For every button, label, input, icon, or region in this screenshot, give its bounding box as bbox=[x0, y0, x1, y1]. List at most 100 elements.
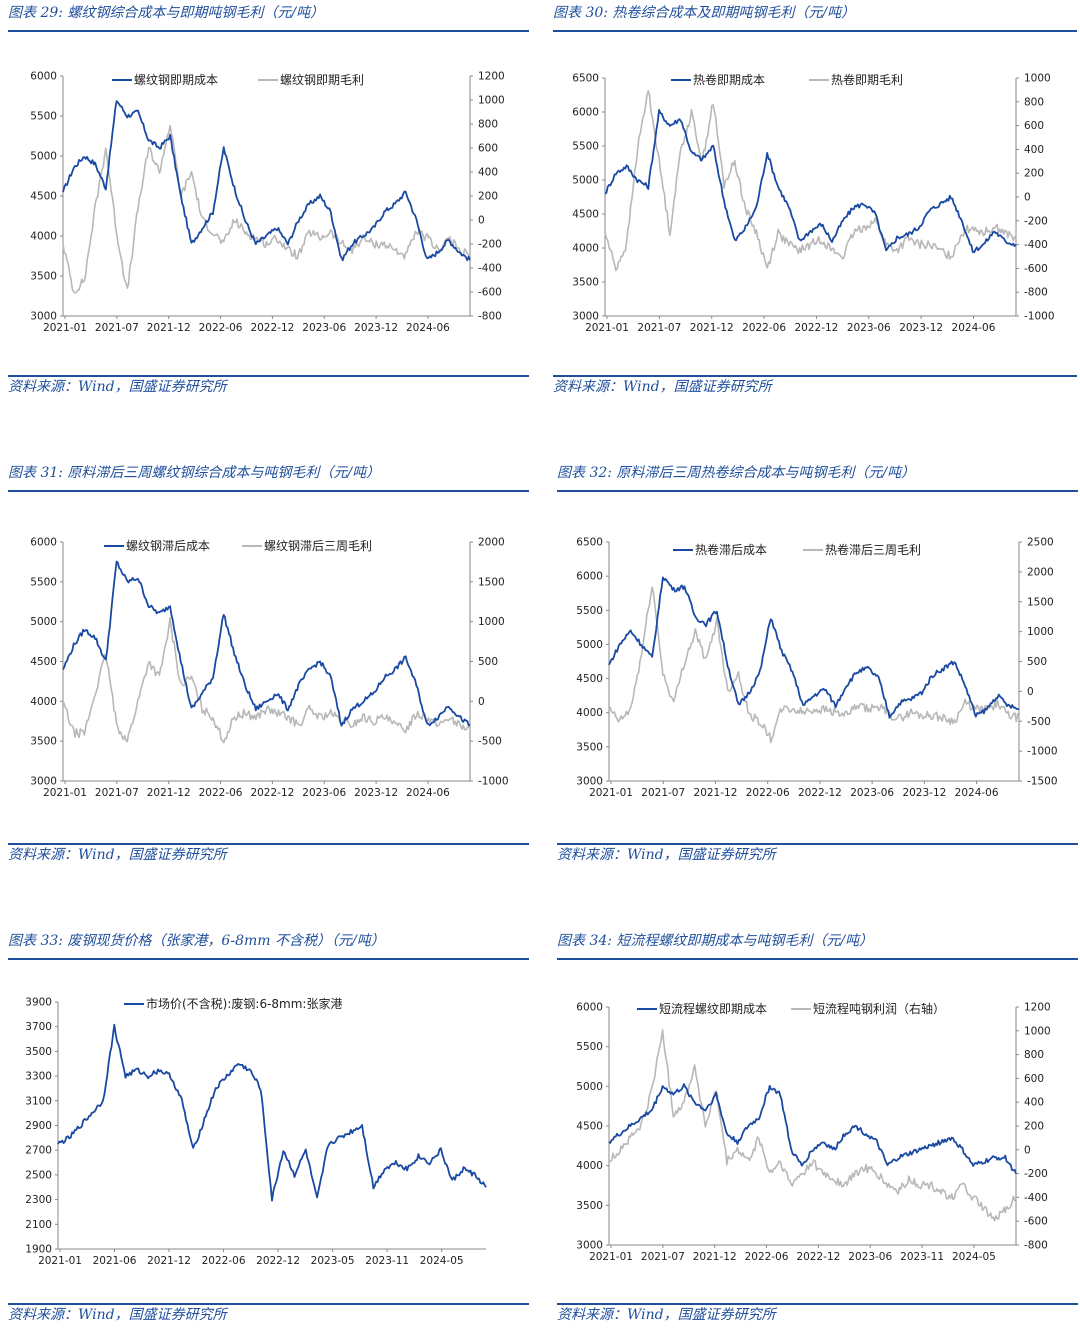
y2-tick-label: 400 bbox=[1024, 144, 1044, 156]
y2-tick-label: 1000 bbox=[1024, 1025, 1051, 1037]
y2-tick-label: -500 bbox=[1027, 716, 1051, 728]
y-tick-label: 3000 bbox=[576, 776, 603, 788]
legend-label: 热卷滞后成本 bbox=[695, 542, 767, 557]
source-rule bbox=[8, 843, 529, 845]
y2-tick-label: 1000 bbox=[478, 95, 505, 107]
y2-tick-label: 1200 bbox=[478, 71, 505, 83]
chart-31-svg: 3000 3500 4000 4500 5000 5500 6000 -1000 -500 0 50… bbox=[30, 537, 509, 800]
panel-chart-30: 图表 30: 热卷综合成本及即期吨钢毛利（元/吨） 3000 3500 4000 45… bbox=[553, 0, 1077, 440]
x-tick-label: 2022-12 bbox=[794, 322, 838, 334]
y-tick-label: 6000 bbox=[30, 537, 57, 549]
y2-tick-label: 500 bbox=[478, 656, 498, 668]
chart-30-svg: 30003500400045005000550060006500-1000-80… bbox=[572, 72, 1054, 334]
chart-title: 图表 33: 废钢现货价格（张家港，6-8mm 不含税）（元/吨） bbox=[8, 933, 385, 949]
y2-tick-label: 1500 bbox=[478, 576, 505, 588]
x-tick-label: 2024-06 bbox=[406, 322, 450, 334]
source-rule bbox=[557, 843, 1078, 845]
source-note: 资料来源：Wind，国盛证券研究所 bbox=[8, 379, 227, 395]
series-line-secondary bbox=[62, 124, 471, 294]
y-tick-label: 4000 bbox=[576, 707, 603, 719]
chart-title: 图表 30: 热卷综合成本及即期吨钢毛利（元/吨） bbox=[553, 5, 856, 21]
y-tick-label: 4500 bbox=[30, 191, 57, 203]
legend-label: 热卷即期成本 bbox=[693, 72, 765, 87]
y2-tick-label: 1000 bbox=[1024, 73, 1051, 85]
title-rule bbox=[557, 490, 1078, 492]
y2-tick-label: -600 bbox=[1024, 1216, 1048, 1228]
y2-tick-label: 0 bbox=[1024, 192, 1031, 204]
y2-tick-label: 400 bbox=[478, 167, 498, 179]
source-note: 资料来源：Wind，国盛证券研究所 bbox=[8, 1307, 227, 1323]
legend-label: 市场价(不含税):废钢:6-8mm:张家港 bbox=[146, 996, 342, 1011]
y2-tick-label: 0 bbox=[1027, 686, 1034, 698]
source-note: 资料来源：Wind，国盛证券研究所 bbox=[557, 1307, 776, 1323]
x-tick-label: 2022-06 bbox=[746, 787, 790, 799]
y-tick-label: 5500 bbox=[30, 576, 57, 588]
y2-tick-label: -1000 bbox=[1027, 746, 1058, 758]
chart-title: 图表 32: 原料滞后三周热卷综合成本与吨钢毛利（元/吨） bbox=[557, 465, 916, 481]
chart-34-svg: 3000350040004500500055006000-800-600-400… bbox=[576, 1001, 1051, 1263]
x-tick-label: 2021-12 bbox=[147, 1255, 191, 1267]
y-tick-label: 1900 bbox=[25, 1244, 52, 1256]
x-tick-label: 2023-12 bbox=[354, 787, 398, 799]
x-tick-label: 2023-06 bbox=[848, 1251, 892, 1263]
x-tick-label: 2023-11 bbox=[365, 1255, 409, 1267]
x-tick-label: 2022-06 bbox=[202, 1255, 246, 1267]
source-note: 资料来源：Wind，国盛证券研究所 bbox=[8, 847, 227, 863]
y-tick-label: 2700 bbox=[25, 1145, 52, 1157]
y-tick-label: 5000 bbox=[576, 1081, 603, 1093]
y2-tick-label: 0 bbox=[478, 696, 485, 708]
x-tick-label: 2023-12 bbox=[899, 322, 943, 334]
y2-tick-label: 500 bbox=[1027, 656, 1047, 668]
legend-label: 热卷滞后三周毛利 bbox=[825, 542, 921, 557]
y2-tick-label: 200 bbox=[1024, 1121, 1044, 1133]
x-tick-label: 2023-12 bbox=[902, 787, 946, 799]
y-tick-label: 5000 bbox=[576, 639, 603, 651]
x-tick-label: 2023-05 bbox=[311, 1255, 355, 1267]
series-line-primary bbox=[62, 560, 470, 727]
title-rule bbox=[557, 958, 1078, 960]
x-tick-label: 2021-12 bbox=[693, 1251, 737, 1263]
y2-tick-label: -800 bbox=[478, 311, 502, 323]
x-tick-label: 2023-06 bbox=[302, 322, 346, 334]
panel-chart-29: 图表 29: 螺纹钢综合成本与即期吨钢毛利（元/吨） 3000 3500 4000 4… bbox=[8, 0, 529, 440]
x-tick-label: 2023-11 bbox=[900, 1251, 944, 1263]
y2-tick-label: -1000 bbox=[478, 776, 509, 788]
y2-tick-label: -400 bbox=[478, 263, 502, 275]
y2-tick-label: -200 bbox=[1024, 1168, 1048, 1180]
title-rule bbox=[8, 30, 529, 32]
y-tick-label: 3500 bbox=[576, 1200, 603, 1212]
y2-tick-label: 800 bbox=[1024, 96, 1044, 108]
y-tick-label: 6000 bbox=[576, 1002, 603, 1014]
series-line-primary bbox=[57, 1023, 487, 1202]
x-tick-label: 2024-06 bbox=[952, 322, 996, 334]
chart-32-svg: 30003500400045005000550060006500-1500-10… bbox=[576, 537, 1058, 800]
x-tick-label: 2021-07 bbox=[95, 322, 139, 334]
y-tick-label: 6000 bbox=[576, 571, 603, 583]
x-tick-label: 2021-07 bbox=[637, 322, 681, 334]
x-tick-label: 2021-12 bbox=[690, 322, 734, 334]
y-tick-label: 3900 bbox=[25, 997, 52, 1009]
y2-tick-label: 1500 bbox=[1027, 596, 1054, 608]
series-line-secondary bbox=[62, 617, 471, 744]
y2-tick-label: -500 bbox=[478, 736, 502, 748]
series-line-primary bbox=[62, 100, 471, 262]
x-tick-label: 2021-01 bbox=[589, 1251, 633, 1263]
series-line-primary bbox=[604, 109, 1017, 254]
legend-label: 螺纹钢滞后三周毛利 bbox=[264, 539, 372, 553]
source-note: 资料来源：Wind，国盛证券研究所 bbox=[553, 379, 772, 395]
y-tick-label: 3000 bbox=[572, 311, 599, 323]
x-tick-label: 2022-06 bbox=[199, 322, 243, 334]
x-tick-label: 2023-06 bbox=[302, 787, 346, 799]
source-rule bbox=[8, 1303, 529, 1305]
x-tick-label: 2021-01 bbox=[589, 787, 633, 799]
x-tick-label: 2022-12 bbox=[250, 787, 294, 799]
legend-label: 螺纹钢即期成本 bbox=[134, 73, 218, 87]
y-tick-label: 4500 bbox=[572, 209, 599, 221]
x-tick-label: 2024-06 bbox=[955, 787, 999, 799]
legend-label: 螺纹钢滞后成本 bbox=[126, 539, 210, 553]
y-tick-label: 6500 bbox=[576, 537, 603, 549]
x-tick-label: 2021-12 bbox=[694, 787, 738, 799]
panel-chart-34: 图表 34: 短流程螺纹即期成本与吨钢毛利（元/吨） 3000 3500 4000 4… bbox=[557, 928, 1078, 1328]
y2-tick-label: -800 bbox=[1024, 1240, 1048, 1252]
y-tick-label: 3000 bbox=[30, 776, 57, 788]
